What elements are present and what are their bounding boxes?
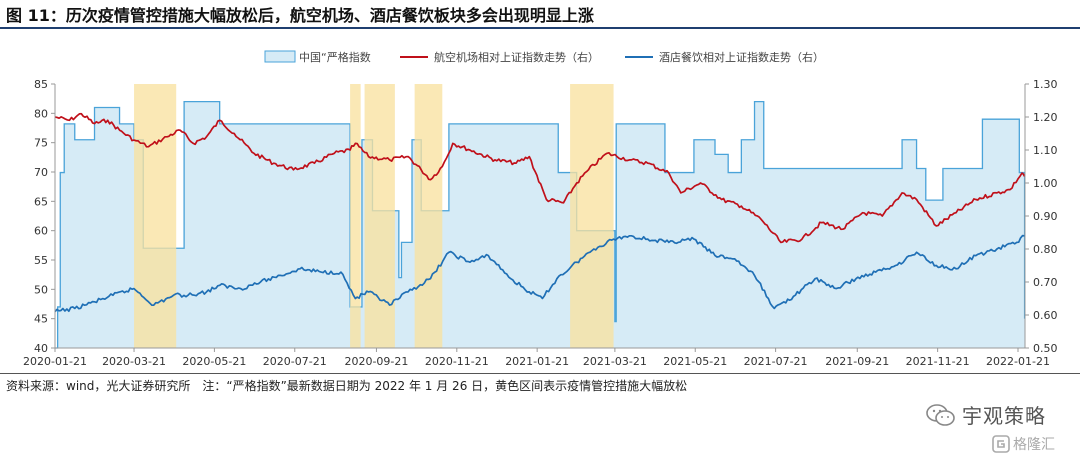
y-right-tick-label: 1.30: [1033, 78, 1058, 91]
highlight-band-3: [364, 84, 395, 348]
y-left-tick-label: 60: [34, 225, 48, 238]
highlight-band-1: [134, 84, 177, 348]
y-left-tick-label: 45: [34, 313, 48, 326]
x-tick-label: 2021-09-21: [825, 355, 889, 368]
chart-svg: 40 45 50 55 60 65 70 75 80 85 0.50 0.60 0.70 0.80 0.90…: [23, 50, 1058, 368]
watermark: 格隆汇: [992, 434, 1055, 454]
x-tick-label: 2020-05-21: [182, 355, 246, 368]
legend-strictness-swatch: [264, 50, 296, 63]
gelonghui-logo-icon: [992, 435, 1010, 453]
x-tick-label: 2021-05-21: [663, 355, 727, 368]
y-left-tick-label: 75: [34, 137, 48, 150]
watermark-text: 格隆汇: [1013, 437, 1055, 453]
legend-strictness-label: 中国“严格指数: [299, 50, 371, 64]
x-tick-label: 2022-01-21: [986, 355, 1050, 368]
y-right-tick-label: 0.50: [1033, 342, 1058, 355]
highlight-band-5: [570, 84, 614, 348]
y-right-tick-label: 0.90: [1033, 210, 1058, 223]
legend-hotel-label: 酒店餐饮相对上证指数走势（右）: [659, 50, 824, 64]
y-left-tick-label: 70: [34, 166, 48, 179]
y-right-tick-label: 1.20: [1033, 111, 1058, 124]
y-right-tick-label: 0.60: [1033, 309, 1058, 322]
x-tick-label: 2021-11-21: [906, 355, 970, 368]
strictness-area: [55, 101, 1025, 348]
wechat-icon: [926, 403, 955, 426]
y-left-tick-label: 50: [34, 283, 48, 296]
y-right-tick-label: 1.00: [1033, 177, 1058, 190]
y-left-tick-label: 80: [34, 107, 48, 120]
y-left-tick-label: 55: [34, 254, 48, 267]
x-tick-label: 2020-01-21: [23, 355, 87, 368]
title-rule: [0, 27, 1080, 29]
x-tick-label: 2020-07-21: [263, 355, 327, 368]
x-tick-label: 2020-09-21: [344, 355, 408, 368]
source-note: 资料来源：wind，光大证券研究所 注：“严格指数”最新数据日期为 2022 年…: [6, 379, 688, 393]
legend-aviation-label: 航空机场相对上证指数走势（右）: [434, 50, 599, 64]
brand-name: 宇观策略: [962, 404, 1046, 428]
x-tick-label: 2021-01-21: [505, 355, 569, 368]
aviation-line: [54, 112, 1026, 244]
brand-block: 宇观策略: [926, 400, 1046, 429]
x-tick-label: 2021-07-21: [744, 355, 808, 368]
y-left-tick-label: 85: [34, 78, 48, 91]
highlight-band-2: [350, 84, 361, 348]
source-divider: [0, 373, 1080, 374]
y-right-tick-label: 0.70: [1033, 276, 1058, 289]
hotel-line: [54, 234, 1025, 313]
y-right-tick-label: 0.80: [1033, 243, 1058, 256]
x-tick-label: 2021-03-21: [583, 355, 647, 368]
x-tick-label: 2020-03-21: [102, 355, 166, 368]
highlight-band-4: [414, 84, 443, 348]
x-tick-label: 2020-11-21: [425, 355, 489, 368]
y-left-tick-label: 40: [34, 342, 48, 355]
y-left-tick-label: 65: [34, 195, 48, 208]
y-right-tick-label: 1.10: [1033, 144, 1058, 157]
figure-title: 图 11：历次疫情管控措施大幅放松后，航空机场、酒店餐饮板块多会出现明显上涨: [6, 6, 594, 25]
